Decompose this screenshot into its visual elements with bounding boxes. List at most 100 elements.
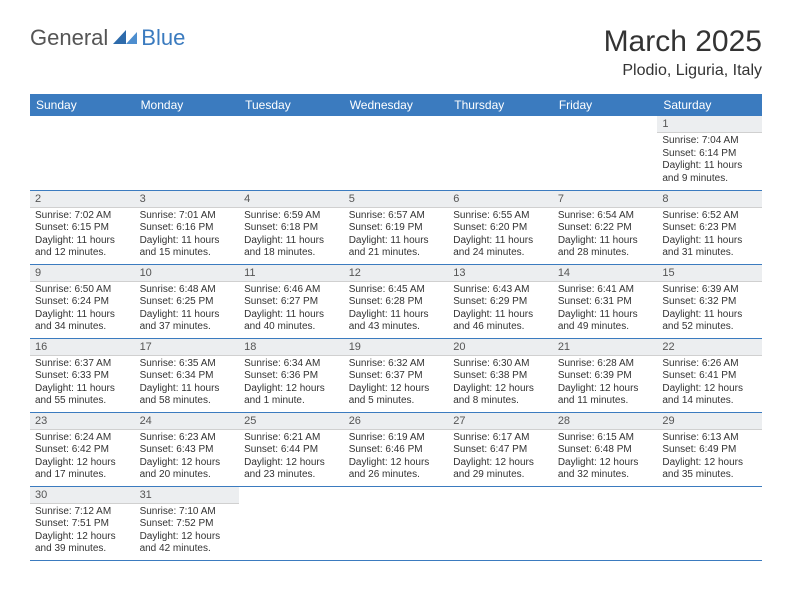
- daylight-text: Daylight: 11 hours and 55 minutes.: [35, 383, 130, 408]
- calendar-cell: 23Sunrise: 6:24 AMSunset: 6:42 PMDayligh…: [30, 412, 135, 486]
- day-number: 20: [448, 339, 553, 356]
- weekday-header: Thursday: [448, 94, 553, 116]
- calendar-cell: [30, 116, 135, 190]
- day-number: 13: [448, 265, 553, 282]
- sunrise-text: Sunrise: 6:59 AM: [244, 210, 339, 223]
- calendar-cell: 17Sunrise: 6:35 AMSunset: 6:34 PMDayligh…: [135, 338, 240, 412]
- month-title: March 2025: [604, 25, 762, 58]
- calendar-cell: [239, 486, 344, 560]
- sunrise-text: Sunrise: 6:32 AM: [349, 358, 444, 371]
- calendar-cell: 19Sunrise: 6:32 AMSunset: 6:37 PMDayligh…: [344, 338, 449, 412]
- sunset-text: Sunset: 6:41 PM: [662, 370, 757, 383]
- sunset-text: Sunset: 6:44 PM: [244, 444, 339, 457]
- day-content: Sunrise: 6:39 AMSunset: 6:32 PMDaylight:…: [657, 282, 762, 338]
- day-number: 3: [135, 191, 240, 208]
- sunset-text: Sunset: 6:23 PM: [662, 222, 757, 235]
- sunrise-text: Sunrise: 6:24 AM: [35, 432, 130, 445]
- calendar-cell: 14Sunrise: 6:41 AMSunset: 6:31 PMDayligh…: [553, 264, 658, 338]
- daylight-text: Daylight: 11 hours and 18 minutes.: [244, 235, 339, 260]
- daylight-text: Daylight: 11 hours and 28 minutes.: [558, 235, 653, 260]
- day-content: Sunrise: 6:13 AMSunset: 6:49 PMDaylight:…: [657, 430, 762, 486]
- day-content: Sunrise: 6:21 AMSunset: 6:44 PMDaylight:…: [239, 430, 344, 486]
- calendar-week-row: 23 Sunrise: 6:24 AMSunset: 6:42 PM Dayligh…: [30, 412, 762, 486]
- sunset-text: Sunset: 6:22 PM: [558, 222, 653, 235]
- flag-icon: [113, 26, 139, 51]
- calendar-week-row: 30Sunrise: 7:12 AMSunset: 7:51 PMDayligh…: [30, 486, 762, 560]
- day-number: 11: [239, 265, 344, 282]
- weekday-header: Wednesday: [344, 94, 449, 116]
- calendar-cell: [448, 486, 553, 560]
- day-content: Sunrise: 6:26 AMSunset: 6:41 PMDaylight:…: [657, 356, 762, 412]
- day-number: 18: [239, 339, 344, 356]
- daylight-text: Daylight: 12 hours and 32 minutes.: [558, 457, 653, 482]
- sunrise-text: Sunrise: 6:17 AM: [453, 432, 548, 445]
- sunrise-text: Sunrise: 6:50 AM: [35, 284, 130, 297]
- daylight-text: Daylight: 12 hours and 14 minutes.: [662, 383, 757, 408]
- daylight-text: Daylight: 12 hours and 11 minutes.: [558, 383, 653, 408]
- calendar-table: Sunday Monday Tuesday Wednesday Thursday…: [30, 94, 762, 561]
- calendar-week-row: 9Sunrise: 6:50 AMSunset: 6:24 PMDaylight…: [30, 264, 762, 338]
- calendar-week-row: 1Sunrise: 7:04 AMSunset: 6:14 PMDaylight…: [30, 116, 762, 190]
- sunrise-text: Sunrise: 7:02 AM: [35, 210, 130, 223]
- calendar-cell: 29Sunrise: 6:13 AMSunset: 6:49 PMDayligh…: [657, 412, 762, 486]
- calendar-cell: [344, 116, 449, 190]
- daylight-text: Daylight: 11 hours and 49 minutes.: [558, 309, 653, 334]
- sunset-text: Sunset: 6:46 PM: [349, 444, 444, 457]
- calendar-cell: 3Sunrise: 7:01 AMSunset: 6:16 PMDaylight…: [135, 190, 240, 264]
- sunset-text: Sunset: 7:51 PM: [35, 518, 130, 531]
- sunset-text: Sunset: 6:42 PM: [35, 444, 130, 457]
- calendar-cell: 25Sunrise: 6:21 AMSunset: 6:44 PMDayligh…: [239, 412, 344, 486]
- sunset-text: Sunset: 6:36 PM: [244, 370, 339, 383]
- daylight-text: Daylight: 12 hours and 35 minutes.: [662, 457, 757, 482]
- sunrise-text: Sunrise: 6:54 AM: [558, 210, 653, 223]
- day-number: 28: [553, 413, 658, 430]
- day-number: 5: [344, 191, 449, 208]
- day-number: 29: [657, 413, 762, 430]
- day-number: 19: [344, 339, 449, 356]
- sunset-text: Sunset: 6:39 PM: [558, 370, 653, 383]
- day-number: 21: [553, 339, 658, 356]
- day-content: Sunrise: 6:50 AMSunset: 6:24 PMDaylight:…: [30, 282, 135, 338]
- sunset-text: Sunset: 6:24 PM: [35, 296, 130, 309]
- daylight-text: Daylight: 11 hours and 52 minutes.: [662, 309, 757, 334]
- day-content: Sunrise: 6:30 AMSunset: 6:38 PMDaylight:…: [448, 356, 553, 412]
- day-content: Sunrise: 7:12 AMSunset: 7:51 PMDaylight:…: [30, 504, 135, 560]
- day-content: Sunrise: 6:37 AMSunset: 6:33 PMDaylight:…: [30, 356, 135, 412]
- day-number: 9: [30, 265, 135, 282]
- weekday-header: Friday: [553, 94, 658, 116]
- day-number: 1: [657, 116, 762, 133]
- sunset-text: Sunset: 6:47 PM: [453, 444, 548, 457]
- sunrise-text: Sunrise: 6:15 AM: [558, 432, 653, 445]
- day-number: 7: [553, 191, 658, 208]
- day-number: 22: [657, 339, 762, 356]
- daylight-text: Daylight: 11 hours and 34 minutes.: [35, 309, 130, 334]
- day-content: Sunrise: 6:41 AMSunset: 6:31 PMDaylight:…: [553, 282, 658, 338]
- logo-text-blue: Blue: [141, 25, 185, 51]
- day-number: 23: [30, 413, 135, 430]
- sunset-text: Sunset: 7:52 PM: [140, 518, 235, 531]
- day-number: 24: [135, 413, 240, 430]
- daylight-text: Daylight: 11 hours and 12 minutes.: [35, 235, 130, 260]
- sunrise-text: Sunrise: 6:30 AM: [453, 358, 548, 371]
- day-content: Sunrise: 7:04 AMSunset: 6:14 PMDaylight:…: [657, 133, 762, 189]
- day-content: Sunrise: 6:32 AMSunset: 6:37 PMDaylight:…: [344, 356, 449, 412]
- calendar-cell: 1Sunrise: 7:04 AMSunset: 6:14 PMDaylight…: [657, 116, 762, 190]
- day-number: 10: [135, 265, 240, 282]
- sunrise-text: Sunrise: 6:19 AM: [349, 432, 444, 445]
- daylight-text: Daylight: 11 hours and 15 minutes.: [140, 235, 235, 260]
- day-number: 27: [448, 413, 553, 430]
- calendar-cell: [448, 116, 553, 190]
- day-content: Sunrise: 7:10 AMSunset: 7:52 PMDaylight:…: [135, 504, 240, 560]
- calendar-cell: [344, 486, 449, 560]
- sunrise-text: Sunrise: 6:13 AM: [662, 432, 757, 445]
- calendar-cell: 28Sunrise: 6:15 AMSunset: 6:48 PMDayligh…: [553, 412, 658, 486]
- daylight-text: Daylight: 12 hours and 1 minute.: [244, 383, 339, 408]
- calendar-cell: 16Sunrise: 6:37 AMSunset: 6:33 PMDayligh…: [30, 338, 135, 412]
- sunrise-text: Sunrise: 7:10 AM: [140, 506, 235, 519]
- sunrise-text: Sunrise: 6:26 AM: [662, 358, 757, 371]
- sunrise-text: Sunrise: 6:21 AM: [244, 432, 339, 445]
- calendar-cell: 31Sunrise: 7:10 AMSunset: 7:52 PMDayligh…: [135, 486, 240, 560]
- calendar-week-row: 2Sunrise: 7:02 AMSunset: 6:15 PMDaylight…: [30, 190, 762, 264]
- daylight-text: Daylight: 11 hours and 58 minutes.: [140, 383, 235, 408]
- day-content: Sunrise: 6:15 AMSunset: 6:48 PMDaylight:…: [553, 430, 658, 486]
